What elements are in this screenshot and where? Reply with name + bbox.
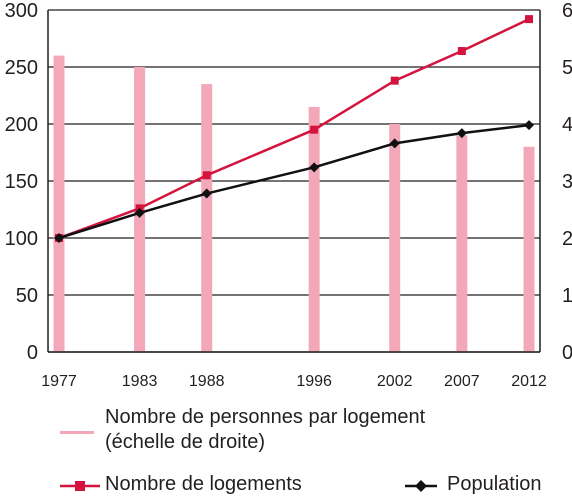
left-tick-300: 300 (5, 0, 38, 22)
right-axis-ticks: 0 1 2 3 4 5 6 (562, 0, 572, 364)
right-tick-2: 2 (562, 228, 572, 250)
left-tick-0: 0 (27, 342, 38, 364)
point-population-1988 (201, 188, 212, 199)
bar-2007 (456, 135, 468, 352)
left-axis-ticks: 0 50 100 150 200 250 300 (5, 0, 38, 364)
bar-1977 (53, 55, 65, 352)
point-logements-1996 (310, 125, 319, 134)
left-tick-100: 100 (5, 228, 38, 250)
right-tick-0: 0 (562, 342, 572, 364)
x-tick-2007: 2007 (444, 373, 480, 390)
line-series (54, 15, 534, 243)
right-tick-6: 6 (562, 0, 572, 22)
point-logements-2012 (525, 15, 533, 24)
left-tick-50: 50 (16, 285, 38, 307)
point-population-2002 (389, 138, 400, 149)
point-logements-2002 (390, 76, 399, 85)
x-tick-1996: 1996 (296, 373, 332, 390)
bar-1988 (201, 84, 213, 352)
x-tick-2002: 2002 (377, 373, 413, 390)
right-tick-4: 4 (562, 114, 572, 136)
grid-lines (48, 9, 540, 353)
x-tick-1977: 1977 (41, 373, 77, 390)
bar-2012 (523, 146, 535, 352)
point-population-1983 (134, 207, 145, 218)
point-population-1996 (309, 162, 320, 173)
x-tick-2012: 2012 (511, 373, 547, 390)
point-population-1977 (54, 233, 64, 243)
axes (47, 10, 541, 353)
left-tick-150: 150 (5, 171, 38, 193)
point-logements-1988 (202, 171, 211, 180)
left-tick-200: 200 (5, 114, 38, 136)
point-population-2007 (456, 128, 467, 139)
right-tick-3: 3 (562, 171, 572, 193)
right-tick-5: 5 (562, 57, 572, 79)
x-tick-1983: 1983 (122, 373, 158, 390)
x-axis-ticks: 1977 1983 1988 1996 2002 2007 2012 (41, 373, 547, 390)
x-tick-1988: 1988 (189, 373, 225, 390)
point-population-2012 (524, 120, 534, 131)
right-tick-1: 1 (562, 285, 572, 307)
left-tick-250: 250 (5, 57, 38, 79)
bar-1996 (308, 106, 320, 353)
point-logements-2007 (457, 47, 466, 56)
bar-2002 (389, 124, 401, 352)
bar-series (53, 55, 535, 353)
